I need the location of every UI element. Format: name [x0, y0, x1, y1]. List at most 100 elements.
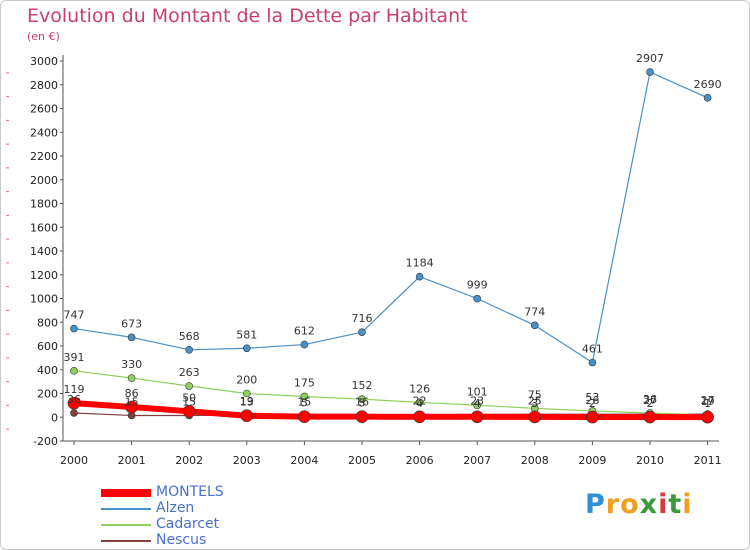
- data-label-alzen: 2907: [636, 52, 664, 65]
- y-axis-ticks: -200 0 200 400 600 800 1000 1200 1400 1600 1800 200…: [30, 55, 63, 448]
- data-point-montels: [182, 405, 196, 418]
- data-label-nescus: 15: [182, 395, 196, 408]
- data-label-alzen: 1184: [406, 257, 434, 270]
- data-label-alzen: 716: [352, 312, 373, 325]
- legend-item-alzen: Alzen: [101, 500, 321, 517]
- y-tick-label: 0: [51, 411, 58, 424]
- data-point-alzen: [415, 272, 424, 281]
- data-point-alzen: [185, 345, 193, 354]
- y-tick-label: -200: [33, 435, 58, 448]
- data-label-alzen: 2690: [694, 78, 722, 91]
- data-label-nescus: 26: [585, 394, 599, 407]
- series-line-montels: [73, 400, 708, 421]
- data-label-cadarcet: 101: [467, 385, 488, 398]
- x-tick-label: 2000: [60, 454, 88, 467]
- x-axis-ticks: 2000 2001 2002 2003 2004 2005 2006 2007 2008 2009…: [60, 441, 722, 467]
- data-point-cadarcet: [300, 392, 309, 401]
- series-montels: [67, 396, 714, 424]
- x-tick-label: 2007: [463, 454, 491, 467]
- y-tick-label: 1200: [30, 269, 58, 282]
- legend-swatch-cadarcet: [101, 524, 151, 526]
- logo-letter: o: [620, 489, 640, 520]
- logo-letter: P: [585, 489, 606, 520]
- data-point-nescus: [70, 409, 78, 417]
- data-point-montels: [470, 410, 484, 424]
- data-point-alzen: [473, 294, 482, 303]
- data-point-montels: [355, 410, 369, 423]
- series-layer: [67, 68, 714, 424]
- data-label-montels: 2: [647, 397, 654, 410]
- y-tick-label: 3000: [30, 55, 58, 68]
- logo-letter: x: [639, 489, 659, 520]
- data-point-montels: [240, 409, 254, 423]
- data-point-montels: [67, 396, 81, 410]
- data-point-cadarcet: [243, 389, 251, 398]
- data-point-alzen: [703, 94, 712, 102]
- data-point-cadarcet: [473, 401, 482, 410]
- data-point-alzen: [127, 333, 136, 342]
- data-label-cadarcet: 19: [701, 395, 715, 408]
- legend-item-montels: MONTELS: [101, 484, 321, 501]
- series-alzen: [70, 68, 712, 367]
- data-label-montels: 4: [416, 397, 423, 410]
- data-label-montels: 1: [704, 397, 711, 410]
- logo-letter: i: [682, 489, 693, 520]
- data-point-cadarcet: [70, 367, 78, 375]
- data-label-montels: 3: [531, 397, 538, 410]
- y-tick-label: 1600: [30, 221, 58, 234]
- data-point-cadarcet: [185, 382, 193, 390]
- data-point-montels: [528, 410, 542, 424]
- data-label-alzen: 673: [121, 317, 142, 330]
- data-label-cadarcet: 391: [64, 351, 85, 364]
- data-label-alzen: 612: [294, 325, 315, 338]
- data-point-cadarcet: [415, 398, 424, 407]
- data-label-cadarcet: 126: [409, 382, 430, 395]
- y-tick-label: 1800: [30, 198, 58, 211]
- data-label-cadarcet: 263: [179, 366, 200, 379]
- x-tick-label: 2011: [694, 454, 722, 467]
- y-tick-label: 1000: [30, 293, 58, 306]
- logo-letter: r: [605, 489, 621, 520]
- data-label-alzen: 581: [236, 328, 257, 341]
- data-label-alzen: 774: [524, 305, 545, 318]
- series-line-cadarcet: [73, 370, 708, 416]
- legend-label-alzen: Alzen: [156, 500, 195, 516]
- y-tick-label: 2800: [30, 79, 58, 92]
- x-tick-label: 2003: [233, 454, 261, 467]
- data-point-montels: [125, 400, 138, 414]
- legend-swatch-nescus: [101, 540, 151, 542]
- proxiti-logo: Proxiti: [585, 489, 693, 520]
- y-tick-label: 2400: [30, 126, 58, 139]
- legend-item-nescus: Nescus: [101, 532, 321, 549]
- data-point-montels: [643, 410, 657, 424]
- data-label-montels: 5: [359, 397, 366, 410]
- data-label-montels: 50: [182, 391, 196, 404]
- data-label-cadarcet: 175: [294, 376, 315, 389]
- logo-letter: i: [658, 489, 669, 520]
- x-tick-label: 2005: [348, 454, 376, 467]
- legend-label-montels: MONTELS: [156, 484, 224, 500]
- chart-subtitle: (en €): [27, 30, 60, 43]
- data-label-cadarcet: 330: [121, 358, 142, 371]
- x-tick-label: 2008: [521, 454, 549, 467]
- data-label-cadarcet: 36: [643, 393, 657, 406]
- data-point-montels: [413, 410, 426, 424]
- data-point-alzen: [646, 68, 654, 76]
- legend-item-cadarcet: Cadarcet: [101, 516, 321, 533]
- data-label-cadarcet: 53: [585, 391, 599, 404]
- x-tick-label: 2010: [636, 454, 664, 467]
- data-label-montels: 86: [125, 387, 139, 400]
- legend-swatch-alzen: [101, 508, 151, 510]
- data-point-alzen: [588, 358, 597, 367]
- data-label-montels: 119: [64, 383, 85, 396]
- y-tick-label: 800: [37, 316, 58, 329]
- data-label-alzen: 999: [467, 279, 488, 292]
- y-tick-label: 600: [37, 340, 58, 353]
- data-label-nescus: 19: [240, 395, 254, 408]
- data-point-montels: [701, 410, 714, 424]
- data-point-alzen: [358, 328, 366, 337]
- data-label-nescus: 15: [297, 395, 311, 408]
- series-line-alzen: [73, 71, 708, 364]
- y-tick-label: 2000: [30, 174, 58, 187]
- y-tick-label: 200: [37, 388, 58, 401]
